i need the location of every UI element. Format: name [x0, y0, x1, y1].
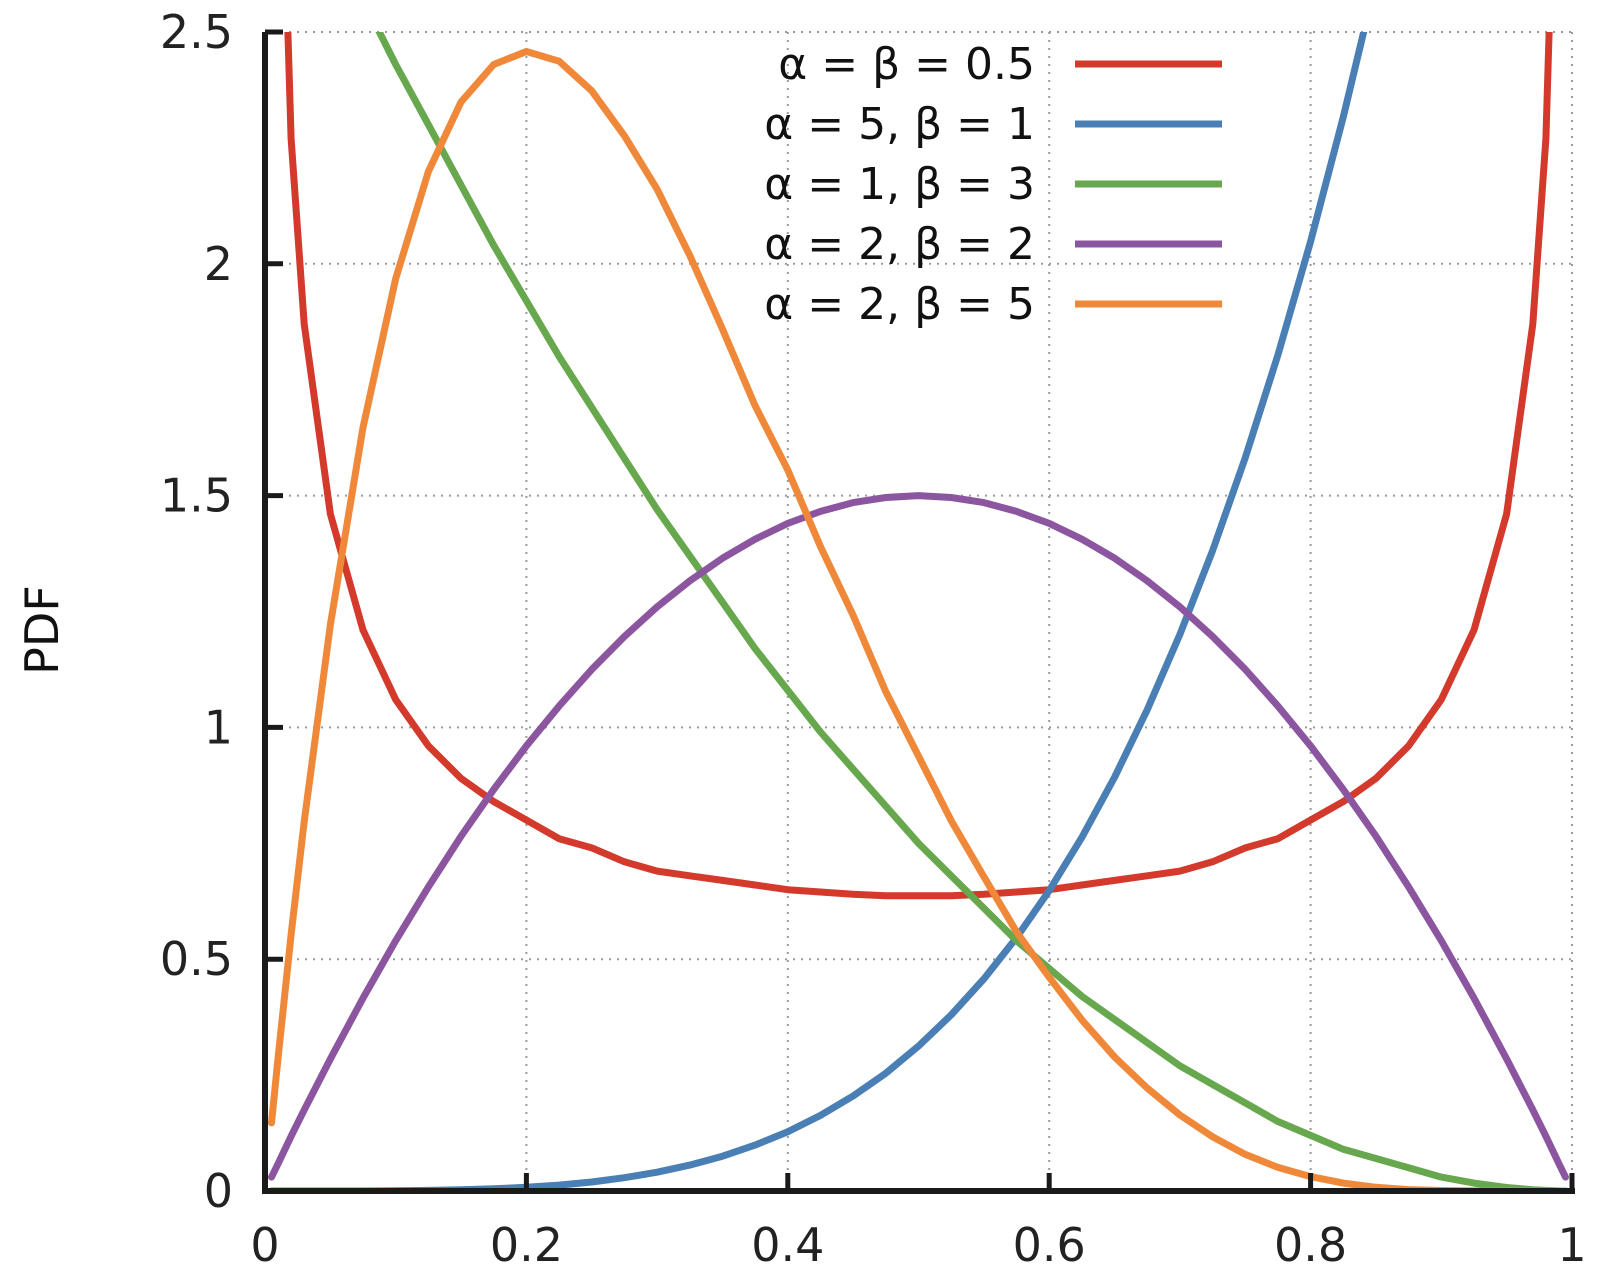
legend: α = β = 0.5 α = 5, β = 1 α = 1, β = 3 α = 2…: [764, 39, 1222, 330]
y-tick-label: 2.5: [160, 5, 233, 59]
y-tick-label: 1.5: [160, 469, 233, 523]
legend-label-3: α = 1, β = 3: [764, 159, 1035, 210]
y-tick-label: 1: [204, 700, 233, 754]
x-tick-label: 0.6: [1013, 1218, 1086, 1272]
x-tick-label: 0.8: [1274, 1218, 1347, 1272]
y-axis-label: PDF: [15, 585, 69, 675]
x-tick-label: 1: [1557, 1218, 1586, 1272]
legend-label-1: α = β = 0.5: [778, 39, 1035, 90]
series-line-1: [284, 32, 1553, 900]
legend-label-4: α = 2, β = 2: [764, 219, 1035, 270]
grid-lines: [265, 31, 1573, 1191]
x-tick-label: 0.4: [751, 1218, 824, 1272]
series-line-4: [268, 492, 1569, 1181]
x-tick-label: 0: [250, 1218, 279, 1272]
legend-label-5: α = 2, β = 5: [764, 279, 1035, 330]
y-tick-label: 0: [204, 1164, 233, 1218]
axes: [262, 32, 1575, 1194]
legend-label-2: α = 5, β = 1: [764, 99, 1035, 150]
y-tick-label: 2: [204, 237, 233, 291]
y-tick-label: 0.5: [160, 932, 233, 986]
x-tick-label: 0.2: [490, 1218, 563, 1272]
ticks: 0 0.2 0.4 0.6 0.8 1 0 0.5 1 1.5 2 2.5: [160, 5, 1587, 1272]
